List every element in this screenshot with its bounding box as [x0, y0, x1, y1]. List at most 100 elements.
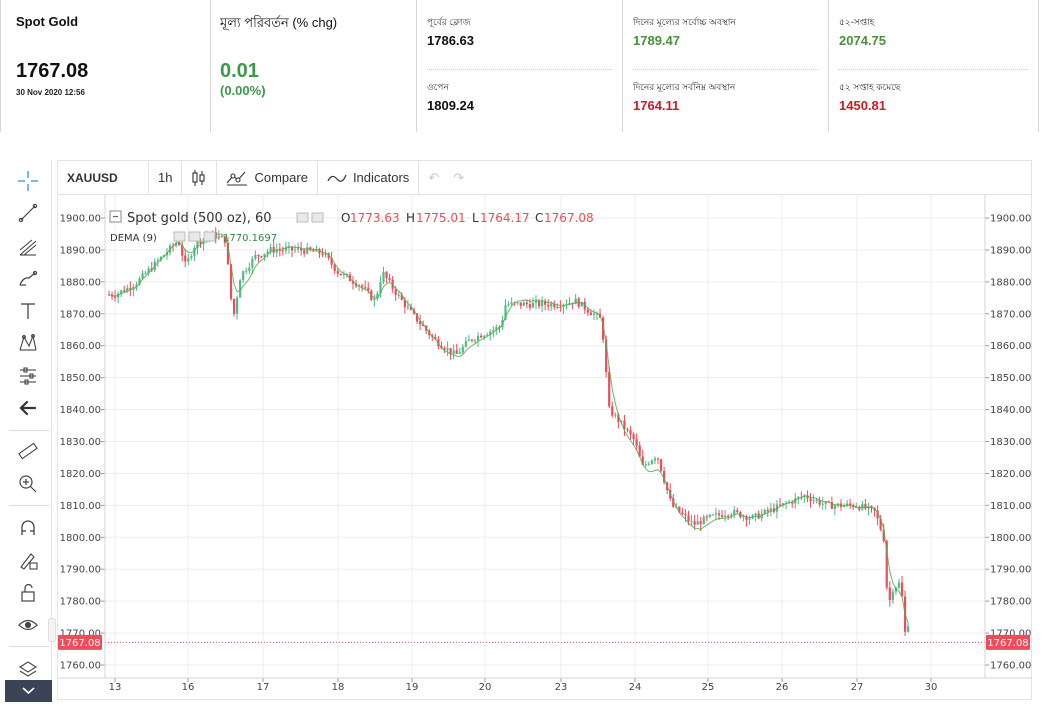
unlock-icon[interactable]: [14, 580, 42, 606]
candle-body: [888, 587, 891, 601]
brush-icon[interactable]: [14, 266, 42, 292]
trend-line-icon[interactable]: [14, 200, 42, 226]
candle: [650, 459, 653, 465]
candle-body: [745, 516, 748, 520]
candle-body: [120, 290, 123, 294]
candle-body: [833, 505, 836, 509]
undo-icon[interactable]: ↶: [428, 169, 440, 185]
candle: [623, 414, 626, 437]
legend-settings-icon: [311, 212, 324, 223]
magnet-icon[interactable]: [14, 515, 42, 541]
candle: [467, 334, 470, 342]
candle-body: [345, 273, 348, 275]
candle-body: [510, 302, 513, 305]
candle-body: [809, 498, 812, 502]
text-icon[interactable]: [14, 298, 42, 324]
toolbar-collapse-handle[interactable]: [48, 618, 56, 642]
layers-icon[interactable]: [14, 656, 42, 682]
candle: [315, 245, 318, 252]
candle: [358, 283, 361, 292]
candle: [815, 498, 818, 504]
candle-body: [699, 521, 702, 525]
candle: [300, 241, 303, 256]
candle: [257, 254, 260, 263]
fib-icon[interactable]: [14, 234, 42, 260]
y-tick-label-right: 1820.00: [990, 469, 1031, 480]
toolbar-expand-button[interactable]: [5, 680, 52, 702]
candle-body: [577, 298, 580, 307]
candle: [745, 514, 748, 527]
indicators-button[interactable]: Indicators: [318, 160, 420, 195]
candle: [861, 500, 864, 511]
symbol-search[interactable]: XAUUSD: [58, 160, 149, 195]
candle: [220, 235, 223, 238]
candle-body: [885, 541, 888, 588]
candle-body: [324, 253, 327, 255]
candle: [132, 283, 135, 297]
candle: [888, 581, 891, 607]
last-price-badge-right-text: 1767.08: [987, 638, 1028, 649]
price-chart[interactable]: 1900.00 1900.00 1890.00 1890.00 1880.00 1880.…: [57, 194, 1032, 700]
crosshair-icon[interactable]: [14, 168, 42, 194]
candle: [647, 461, 650, 466]
candle: [275, 243, 278, 258]
candle: [327, 252, 330, 261]
candle-body: [687, 515, 690, 522]
lock-pencil-icon[interactable]: [14, 548, 42, 574]
candle-body: [678, 506, 681, 513]
zoom-in-icon[interactable]: [14, 471, 42, 497]
candle: [681, 507, 684, 516]
x-tick-label: 24: [629, 682, 642, 693]
measure-icon[interactable]: [14, 363, 42, 389]
divider: [9, 430, 49, 431]
candle-body: [614, 414, 617, 416]
legend-close-label: C: [535, 211, 543, 225]
candle-body: [144, 273, 147, 275]
candle-body: [181, 244, 184, 256]
candle-body: [175, 242, 178, 246]
candle-body: [321, 253, 324, 255]
chevron-down-icon: [22, 687, 35, 695]
candle: [531, 297, 535, 309]
candle-body: [141, 273, 144, 279]
candle-body: [830, 502, 833, 509]
candle-body: [361, 285, 364, 288]
interval-button[interactable]: 1h: [149, 160, 183, 195]
candle-body: [397, 294, 400, 296]
candle-body: [217, 236, 220, 239]
candle: [278, 243, 281, 257]
redo-icon[interactable]: ↷: [453, 169, 465, 185]
divider: [633, 69, 818, 70]
compare-button[interactable]: Compare: [217, 160, 318, 195]
candle-body: [632, 434, 635, 440]
candle-body: [690, 521, 693, 523]
y-tick-label-right: 1900.00: [990, 214, 1031, 225]
y-tick-label-left: 1900.00: [60, 214, 101, 225]
candle-body: [522, 302, 525, 306]
candle: [184, 249, 187, 268]
candle: [269, 243, 272, 255]
candle: [699, 516, 702, 532]
candle-body: [653, 458, 657, 461]
x-tick-label: 27: [851, 682, 864, 693]
ruler-icon[interactable]: [14, 438, 42, 464]
candle: [236, 295, 239, 320]
dema-value: 1770.1697: [223, 233, 277, 244]
candle-body: [534, 300, 538, 303]
change-label: মূল্য পরিবর্তন (% chg): [220, 15, 338, 30]
candle-body: [223, 236, 226, 244]
candle: [452, 344, 455, 360]
chart-type-button[interactable]: [182, 160, 218, 195]
candle-body: [278, 249, 281, 251]
back-arrow-icon[interactable]: [14, 395, 42, 421]
candle-body: [659, 459, 663, 472]
candle-body: [473, 340, 477, 342]
candle-body: [562, 305, 565, 308]
x-tick-label: 17: [257, 682, 270, 693]
chart-grid: [105, 194, 985, 678]
eye-icon[interactable]: [14, 612, 42, 638]
candle-body: [455, 350, 458, 354]
pattern-icon[interactable]: [14, 330, 42, 356]
y-tick-label-left: 1890.00: [60, 245, 101, 256]
candle: [858, 505, 861, 512]
